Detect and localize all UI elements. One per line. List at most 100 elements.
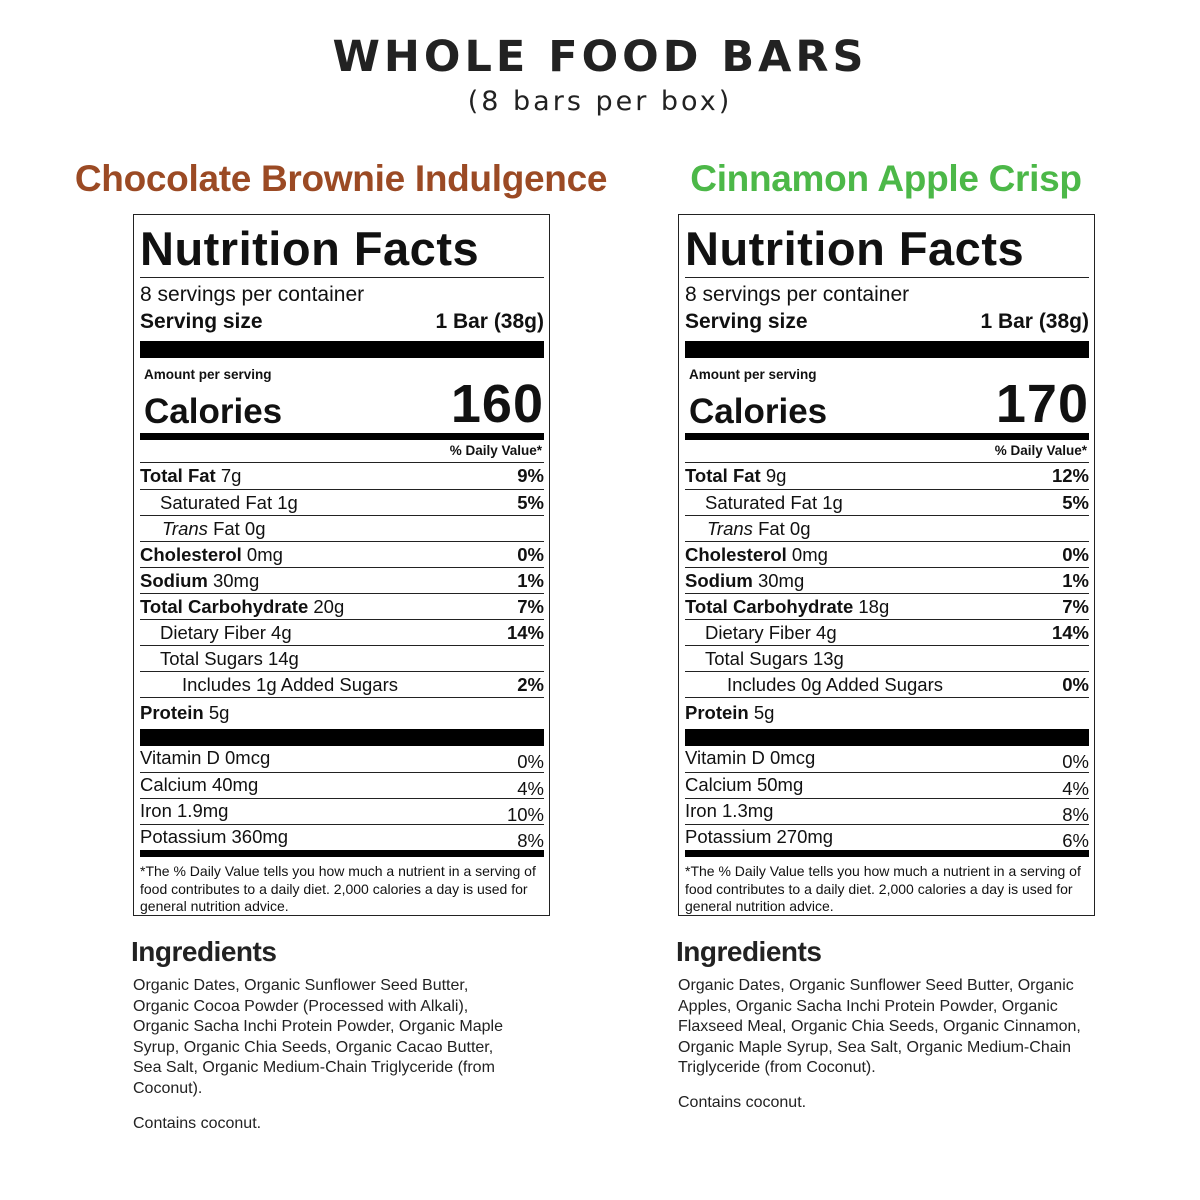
nutrient-row: Cholesterol 0mg 0% (685, 541, 1089, 567)
nutrient-name: Includes 1g Added Sugars (182, 674, 398, 695)
nutrient-name: Total Sugars (160, 648, 263, 669)
nutrient-name: Dietary Fiber (705, 622, 811, 643)
nutrient-dv: 0% (1062, 674, 1089, 695)
nutrient-left: Saturated Fat 1g (685, 490, 843, 515)
nutrient-name: Dietary Fiber (160, 622, 266, 643)
nutrient-left: Total Carbohydrate 20g (140, 594, 344, 619)
nutrient-amount: 4g (816, 622, 837, 643)
nutrient-name: Cholesterol (685, 544, 787, 565)
nutrient-amount: 20g (313, 596, 345, 617)
nutrient-list: Total Fat 9g 12% Saturated Fat 1g 5% Trans F… (685, 463, 1089, 729)
nutrient-row: Sodium 30mg 1% (140, 567, 544, 593)
allergen-note: Contains coconut. (133, 1114, 262, 1132)
thick-rule (685, 729, 1089, 746)
vitamin-name: Vitamin D 0mcg (140, 747, 271, 768)
vitamin-dv: 4% (1062, 778, 1089, 799)
nutrient-left: Saturated Fat 1g (140, 490, 298, 515)
label-heading: Nutrition Facts (140, 221, 544, 278)
vitamin-dv: 8% (1062, 804, 1089, 825)
vitamin-dv: 0% (517, 751, 544, 772)
nutrient-left: Includes 1g Added Sugars (140, 672, 398, 697)
medium-rule (685, 433, 1089, 440)
nutrient-left: Total Fat 9g (685, 463, 786, 489)
amount-per-serving: Amount per serving (144, 367, 272, 382)
nutrient-list: Total Fat 7g 9% Saturated Fat 1g 5% Trans Fa… (140, 463, 544, 729)
vitamin-row: Calcium 50mg 4% (685, 772, 1089, 799)
nutrient-amount: 1g (822, 492, 843, 513)
nutrient-dv: 5% (517, 492, 544, 513)
product-name: Cinnamon Apple Crisp (690, 158, 1082, 199)
medium-rule (685, 850, 1089, 857)
vitamin-name: Calcium 40mg (140, 774, 259, 795)
nutrient-row: Includes 1g Added Sugars 2% (140, 671, 544, 697)
nutrient-name: Includes 0g Added Sugars (727, 674, 943, 695)
serving-size-row: Serving size 1 Bar (38g) (685, 308, 1089, 336)
nutrient-left: Trans Fat 0g (140, 516, 266, 541)
dv-header: % Daily Value* (685, 440, 1089, 463)
nutrient-amount: 30mg (757, 570, 805, 591)
nutrient-amount: 14g (267, 648, 299, 669)
nutrient-dv: 7% (1062, 596, 1089, 617)
nutrient-dv: 1% (517, 570, 544, 591)
medium-rule (140, 433, 544, 440)
nutrient-dv: 2% (517, 674, 544, 695)
nutrient-row: Saturated Fat 1g 5% (140, 489, 544, 515)
footnote: *The % Daily Value tells you how much a … (140, 863, 536, 914)
product-name: Chocolate Brownie Indulgence (74, 158, 608, 199)
nutrient-row: Dietary Fiber 4g 14% (685, 619, 1089, 645)
nutrient-row: Total Sugars 13g (685, 645, 1089, 671)
serving-size: 1 Bar (38g) (980, 310, 1089, 333)
nutrient-row: Protein 5g (685, 697, 1089, 729)
calories-row: Calories 160 (140, 375, 544, 433)
nutrient-row: Total Sugars 14g (140, 645, 544, 671)
vitamin-name: Potassium 270mg (685, 826, 834, 847)
nutrient-amount: 4g (271, 622, 292, 643)
nutrient-amount: 0mg (246, 544, 283, 565)
nutrient-dv: 14% (1051, 622, 1089, 643)
nutrient-name: Total Carbohydrate (685, 596, 854, 617)
nutrient-amount: Fat 0g (758, 518, 811, 539)
nutrient-row: Dietary Fiber 4g 14% (140, 619, 544, 645)
serving-size-row: Serving size 1 Bar (38g) (140, 308, 544, 336)
nutrient-row: Includes 0g Added Sugars 0% (685, 671, 1089, 697)
footnote: *The % Daily Value tells you how much a … (685, 863, 1081, 914)
nutrient-amount: Fat 0g (213, 518, 266, 539)
nutrient-name: Trans (162, 518, 208, 539)
ingredients-text: Organic Dates, Organic Sunflower Seed Bu… (133, 977, 503, 1097)
nutrient-row: Total Fat 7g 9% (140, 463, 544, 489)
nutrient-row: Protein 5g (140, 697, 544, 729)
nutrient-row: Sodium 30mg 1% (685, 567, 1089, 593)
ingredients-text: Organic Dates, Organic Sunflower Seed Bu… (678, 977, 1081, 1077)
vitamin-row: Iron 1.3mg 8% (685, 798, 1089, 825)
nutrient-left: Sodium 30mg (685, 568, 804, 593)
vitamin-row: Potassium 360mg 8% (140, 824, 544, 851)
thick-rule (140, 341, 544, 358)
nutrient-name: Total Carbohydrate (140, 596, 309, 617)
nutrient-dv: 0% (517, 544, 544, 565)
nutrient-left: Total Sugars 13g (685, 646, 844, 671)
nutrient-left: Sodium 30mg (140, 568, 259, 593)
nutrient-dv: 12% (1051, 465, 1089, 486)
ingredients-title: Ingredients (676, 936, 822, 967)
ingredients: Organic Dates, Organic Sunflower Seed Bu… (678, 976, 1098, 1128)
vitamin-list: Vitamin D 0mcg 0% Calcium 40mg 4% Iron 1.9mg… (140, 746, 544, 851)
amount-per-serving: Amount per serving (689, 367, 817, 382)
calories: 160 (450, 374, 544, 434)
nutrient-left: Protein 5g (140, 698, 229, 729)
nutrient-dv: 1% (1062, 570, 1089, 591)
nutrient-amount: 13g (812, 648, 844, 669)
nutrient-left: Cholesterol 0mg (140, 542, 283, 567)
nutrient-row: Trans Fat 0g (140, 515, 544, 541)
calories-label: Calories (144, 392, 283, 431)
nutrient-left: Includes 0g Added Sugars (685, 672, 943, 697)
vitamin-name: Calcium 50mg (685, 774, 804, 795)
calories: 170 (995, 374, 1089, 434)
subtitle: (8 bars per box) (467, 86, 733, 117)
nutrient-row: Total Carbohydrate 18g 7% (685, 593, 1089, 619)
vitamin-name: Iron 1.3mg (685, 800, 774, 821)
label-heading: Nutrition Facts (685, 221, 1089, 278)
title: WHOLE FOOD BARS (332, 32, 868, 82)
nutrient-row: Total Carbohydrate 20g 7% (140, 593, 544, 619)
nutrient-name: Total Fat (685, 465, 761, 486)
